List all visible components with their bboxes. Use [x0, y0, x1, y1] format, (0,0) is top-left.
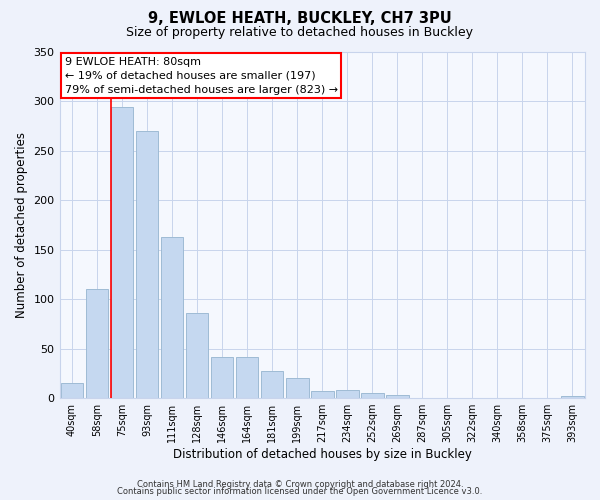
- Text: 9, EWLOE HEATH, BUCKLEY, CH7 3PU: 9, EWLOE HEATH, BUCKLEY, CH7 3PU: [148, 11, 452, 26]
- Y-axis label: Number of detached properties: Number of detached properties: [15, 132, 28, 318]
- Bar: [336, 390, 359, 398]
- Bar: [86, 289, 109, 398]
- Bar: [261, 372, 283, 398]
- Bar: [236, 358, 259, 398]
- X-axis label: Distribution of detached houses by size in Buckley: Distribution of detached houses by size …: [173, 448, 472, 461]
- Bar: [211, 358, 233, 398]
- Bar: [286, 378, 308, 398]
- Text: Contains public sector information licensed under the Open Government Licence v3: Contains public sector information licen…: [118, 487, 482, 496]
- Bar: [361, 393, 383, 398]
- Bar: [386, 395, 409, 398]
- Bar: [161, 236, 184, 398]
- Bar: [61, 383, 83, 398]
- Bar: [111, 107, 133, 398]
- Bar: [561, 396, 584, 398]
- Bar: [186, 313, 208, 398]
- Bar: [136, 130, 158, 398]
- Bar: [311, 391, 334, 398]
- Text: Size of property relative to detached houses in Buckley: Size of property relative to detached ho…: [127, 26, 473, 39]
- Text: 9 EWLOE HEATH: 80sqm
← 19% of detached houses are smaller (197)
79% of semi-deta: 9 EWLOE HEATH: 80sqm ← 19% of detached h…: [65, 56, 338, 94]
- Text: Contains HM Land Registry data © Crown copyright and database right 2024.: Contains HM Land Registry data © Crown c…: [137, 480, 463, 489]
